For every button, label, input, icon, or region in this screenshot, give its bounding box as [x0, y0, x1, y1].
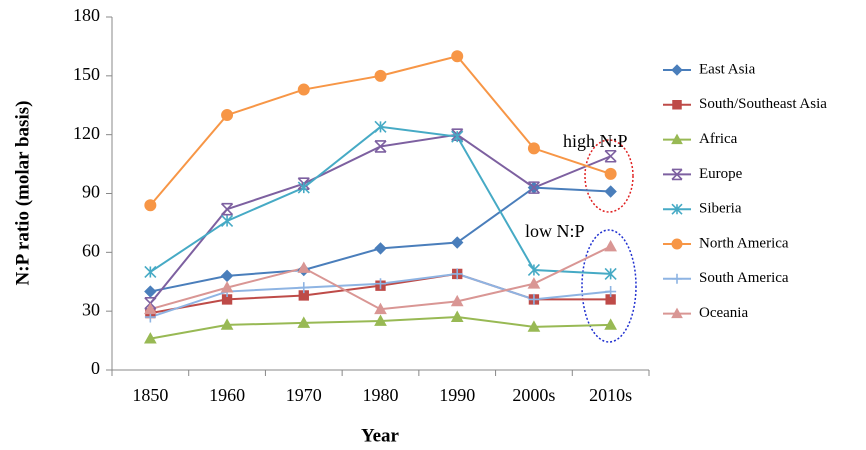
data-point: [374, 242, 387, 255]
annotation: low N:P: [525, 221, 585, 241]
legend-marker: [671, 203, 683, 215]
data-point: [451, 268, 463, 280]
x-tick-label: 1980: [363, 385, 399, 405]
data-point: [297, 261, 311, 273]
data-point: [605, 294, 616, 305]
data-point: [298, 282, 310, 294]
data-point: [221, 214, 234, 228]
y-tick-label: 0: [91, 358, 100, 378]
data-point: [604, 149, 617, 163]
x-tick-label: 2010s: [589, 385, 632, 405]
data-point: [527, 181, 540, 194]
legend-marker: [671, 238, 683, 250]
y-tick-label: 30: [82, 299, 100, 319]
x-tick-label: 1850: [132, 385, 168, 405]
data-point: [297, 83, 310, 96]
data-point: [374, 120, 387, 133]
x-tick-label: 2000s: [512, 385, 555, 405]
y-tick-label: 150: [73, 64, 100, 84]
legend-label: Siberia: [699, 201, 742, 217]
data-point: [220, 318, 234, 330]
legend-marker: [671, 133, 683, 145]
data-point: [604, 267, 617, 280]
data-point: [527, 263, 540, 277]
highlight-ellipse: [584, 139, 634, 213]
legend-label: Europe: [699, 166, 743, 182]
x-tick-label: 1970: [286, 385, 322, 405]
data-point: [450, 310, 464, 322]
data-point: [297, 316, 311, 328]
data-point: [221, 294, 233, 305]
data-point: [374, 69, 387, 82]
x-tick-label: 1990: [439, 385, 475, 405]
highlight-ellipse: [581, 229, 637, 343]
data-point: [220, 281, 234, 293]
legend-label: East Asia: [699, 61, 756, 77]
legend-marker: [671, 64, 683, 76]
data-point: [374, 302, 387, 315]
annotation: high N:P: [563, 131, 628, 151]
data-point: [375, 278, 386, 290]
data-point: [221, 109, 234, 121]
data-point: [144, 302, 157, 315]
data-point: [451, 50, 464, 63]
data-point: [527, 277, 541, 289]
y-tick-label: 90: [82, 182, 100, 202]
data-point: [450, 294, 464, 307]
data-point: [220, 269, 234, 283]
data-point: [298, 290, 309, 301]
data-point: [604, 239, 617, 252]
data-point: [144, 285, 157, 298]
data-point: [527, 320, 541, 332]
data-point: [527, 142, 540, 155]
data-point: [144, 265, 157, 279]
x-axis-title: Year: [361, 425, 400, 446]
data-point: [528, 293, 540, 305]
y-tick-label: 120: [73, 123, 100, 143]
data-point: [144, 332, 157, 344]
data-point: [604, 318, 617, 330]
y-tick-label: 60: [82, 240, 100, 260]
data-point: [604, 185, 617, 198]
data-point: [605, 286, 617, 298]
legend-marker: [672, 273, 682, 284]
x-tick-label: 1960: [209, 385, 245, 405]
legend-marker: [671, 307, 683, 319]
data-point: [144, 199, 157, 212]
data-point: [451, 236, 464, 249]
y-tick-label: 180: [73, 5, 100, 25]
data-point: [374, 314, 387, 326]
legend-label: South America: [699, 270, 789, 286]
y-axis-title: N:P ratio (molar basis): [12, 101, 33, 286]
legend-marker: [671, 168, 683, 181]
data-point: [604, 167, 617, 180]
data-point: [221, 202, 234, 216]
legend-label: South/Southeast Asia: [699, 96, 827, 112]
legend-label: Africa: [699, 131, 738, 147]
data-point: [374, 140, 387, 153]
data-point: [297, 181, 310, 194]
legend-label: North America: [699, 235, 789, 251]
legend-label: Oceania: [699, 305, 748, 321]
data-point: [451, 130, 464, 143]
legend-marker: [672, 100, 682, 110]
